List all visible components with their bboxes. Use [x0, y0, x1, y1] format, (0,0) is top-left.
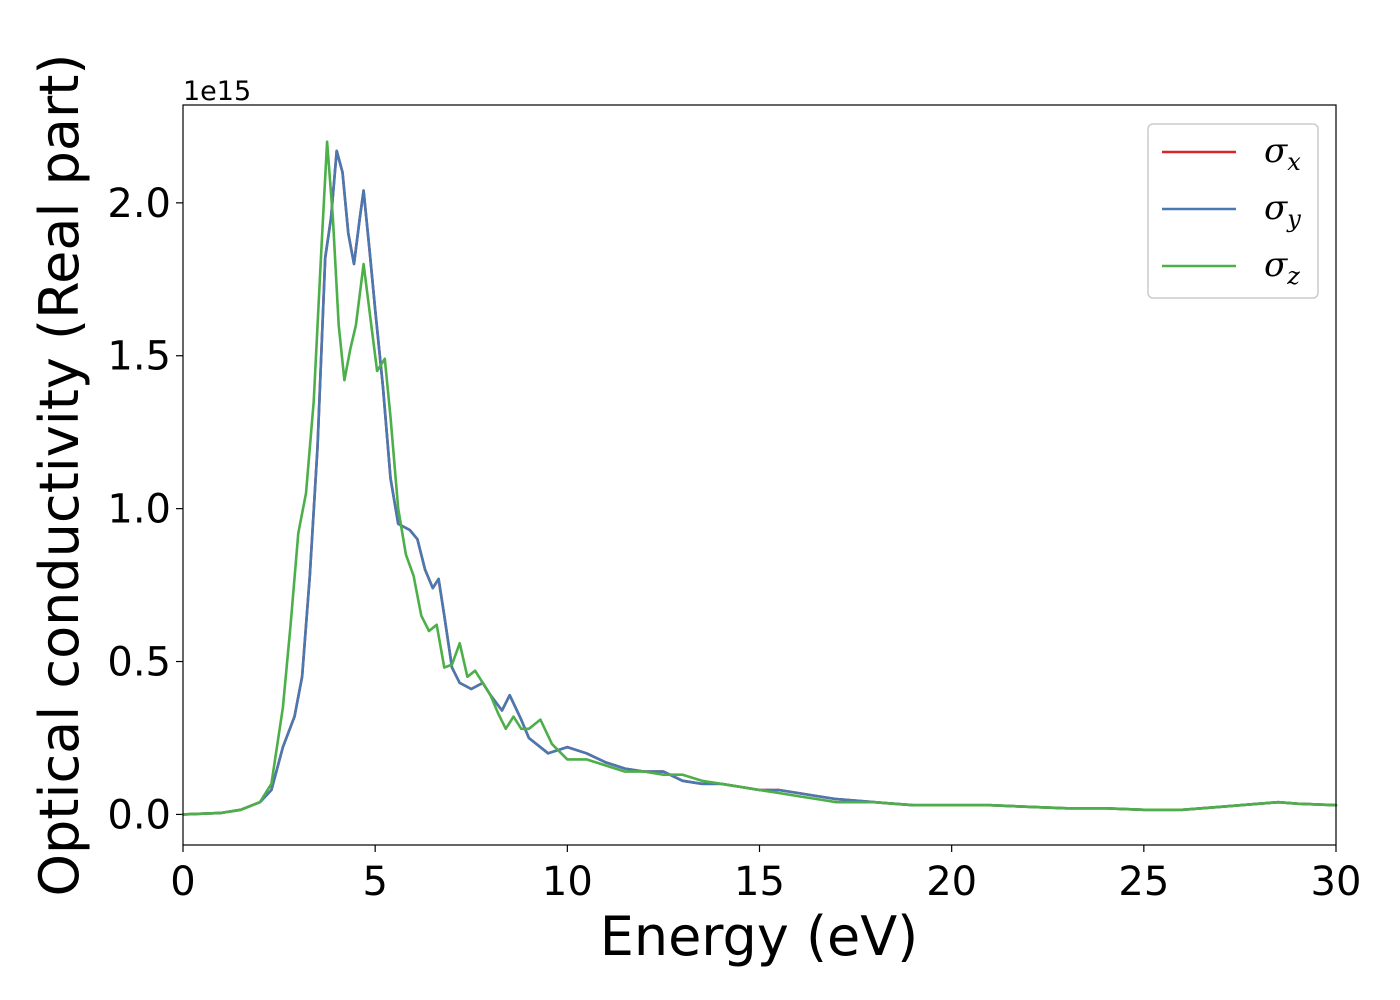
x-axis-title: Energy (eV) — [600, 905, 919, 968]
y-tick-label: 1.0 — [107, 487, 171, 533]
x-tick-label: 15 — [734, 859, 785, 905]
legend-symbol: σ — [1264, 245, 1288, 285]
x-tick-label: 10 — [542, 859, 593, 905]
x-tick-label: 30 — [1311, 859, 1362, 905]
y-tick-label: 0.5 — [107, 640, 171, 686]
y-tick-label: 1.5 — [107, 334, 171, 380]
series-line-z — [181, 140, 1338, 816]
y-offset-text: 1e15 — [183, 76, 251, 107]
y-tick-label: 0.0 — [107, 792, 171, 838]
legend-subscript: z — [1286, 262, 1300, 290]
x-tick-label: 0 — [170, 859, 195, 905]
lines-layer — [181, 140, 1338, 816]
y-tick-label: 2.0 — [107, 181, 171, 227]
legend-subscript: y — [1286, 205, 1301, 233]
legend-subscript: x — [1287, 148, 1301, 176]
x-tick-label: 5 — [362, 859, 387, 905]
x-tick-label: 25 — [1118, 859, 1169, 905]
legend-symbol: σ — [1264, 188, 1288, 228]
legend-label-y: σy — [1264, 188, 1301, 233]
plot-frame — [182, 104, 1337, 846]
ticks-layer: 0 5 10 15 20 25 30 0.0 0.5 1.0 1.5 2.0 — [107, 181, 1361, 905]
x-tick-label: 20 — [926, 859, 977, 905]
legend-label-z: σz — [1264, 245, 1300, 290]
legend-label-x: σx — [1264, 131, 1301, 176]
legend-symbol: σ — [1264, 131, 1288, 171]
y-axis-title: Optical conductivity (Real part) — [28, 54, 91, 897]
legend-box — [1147, 123, 1319, 299]
